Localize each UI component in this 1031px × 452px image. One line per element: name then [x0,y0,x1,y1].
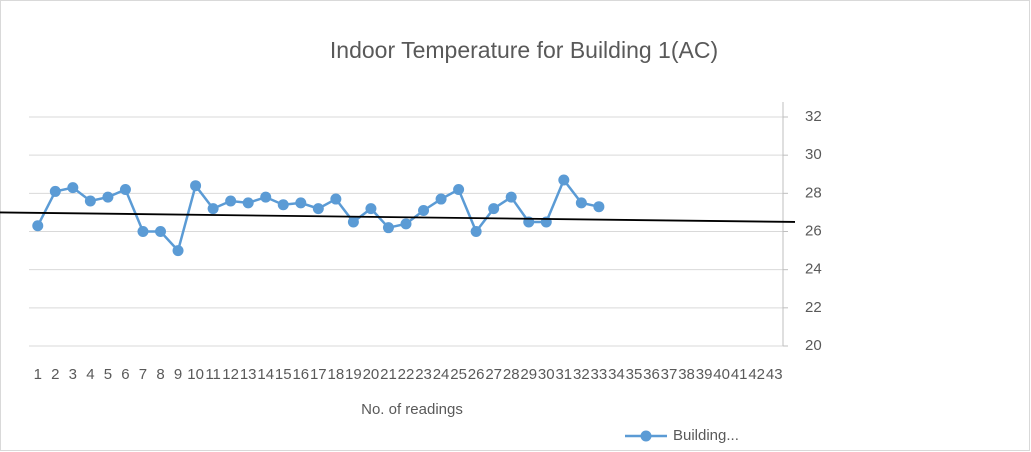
x-tick-label: 17 [310,366,327,383]
y-tick-label: 24 [805,261,822,278]
legend-marker [640,430,652,442]
x-axis-label: No. of readings [361,401,463,418]
x-tick-label: 33 [591,366,608,383]
data-point [400,218,412,230]
data-point [470,226,482,237]
data-point [190,180,202,192]
x-tick-label: 2 [51,366,59,383]
data-point [32,220,44,232]
data-point [382,222,394,234]
x-tick-label: 13 [240,366,257,383]
x-tick-label: 36 [643,366,660,383]
x-tick-label: 3 [69,366,77,383]
x-tick-label: 39 [696,366,713,383]
x-tick-label: 15 [275,366,292,383]
legend-label: Building... [673,427,739,444]
data-point [102,191,114,203]
data-point [365,203,377,215]
x-tick-label: 5 [104,366,112,383]
x-tick-label: 28 [503,366,520,383]
x-tick-label: 18 [328,366,345,383]
data-point [207,203,219,215]
x-tick-label: 30 [538,366,555,383]
x-tick-label: 12 [222,366,239,383]
y-tick-label: 28 [805,184,822,201]
x-tick-label: 37 [661,366,678,383]
x-tick-label: 27 [485,366,502,383]
x-tick-label: 35 [626,366,643,383]
x-tick-label: 16 [292,366,309,383]
data-point [119,184,131,196]
x-tick-label: 41 [731,366,748,383]
x-tick-label: 22 [398,366,415,383]
data-point [225,195,237,207]
x-tick-label: 4 [86,366,94,383]
data-point [295,197,307,209]
data-point [558,174,570,186]
x-tick-label: 14 [257,366,274,383]
trendline [0,211,796,223]
data-point [488,203,500,215]
x-tick-label: 20 [363,366,380,383]
x-tick-label: 29 [520,366,537,383]
x-tick-label: 11 [205,366,221,383]
x-tick-label: 6 [121,366,129,383]
x-tick-label: 42 [748,366,765,383]
data-point [277,199,289,211]
data-point [418,205,430,217]
data-point [347,216,359,228]
chart-title: Indoor Temperature for Building 1(AC) [330,37,718,63]
data-point [242,197,254,209]
x-tick-label: 7 [139,366,147,383]
data-point [330,193,342,205]
data-point [260,191,272,203]
x-tick-label: 40 [713,366,730,383]
data-point [575,197,587,209]
x-tick-label: 10 [187,366,204,383]
data-point [67,182,79,194]
x-tick-label: 38 [678,366,695,383]
y-tick-label: 30 [805,146,822,163]
x-tick-label: 21 [380,366,397,383]
x-tick-label: 25 [450,366,467,383]
y-tick-label: 22 [805,299,822,316]
data-point [505,191,517,203]
x-tick-label: 8 [156,366,164,383]
x-tick-label: 26 [468,366,485,383]
y-tick-label: 32 [805,108,822,125]
x-tick-label: 23 [415,366,432,383]
data-point [172,245,184,257]
x-tick-label: 19 [345,366,362,383]
data-point [49,185,61,197]
data-point [435,193,447,205]
data-point [155,226,167,237]
data-point [137,226,149,237]
data-point [593,201,605,213]
x-tick-label: 31 [555,366,572,383]
y-tick-label: 26 [805,222,822,239]
x-tick-label: 43 [766,366,783,383]
y-tick-label: 20 [805,337,822,354]
x-tick-label: 24 [433,366,450,383]
x-tick-label: 34 [608,366,625,383]
x-tick-label: 1 [34,366,42,383]
data-point [453,184,465,196]
data-point [84,195,96,207]
data-point [312,203,324,215]
x-tick-label: 32 [573,366,590,383]
x-tick-label: 9 [174,366,182,383]
